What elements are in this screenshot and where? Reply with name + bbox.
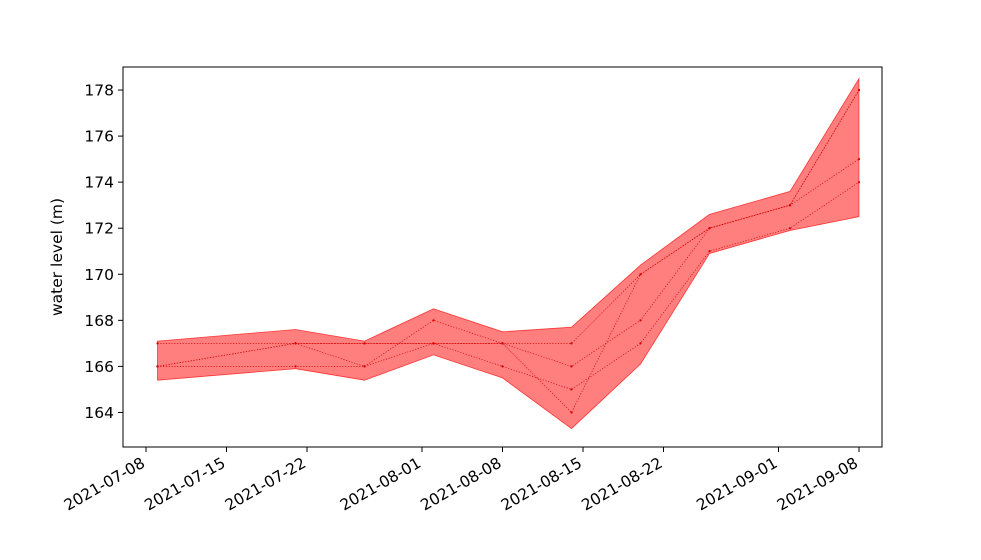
series-line-2 [157,158,860,367]
y-tick-label: 170 [84,266,114,284]
series-point [639,319,642,322]
plot-layer [156,77,861,430]
y-tick-label: 166 [84,358,114,376]
series-point [570,365,573,368]
series-point [857,158,861,161]
series-point [788,227,792,230]
series-point [639,342,642,345]
series-point [294,365,297,368]
series-point [156,342,159,345]
series-point [788,204,792,207]
y-tick-label: 176 [84,128,114,146]
series-point [570,342,573,345]
y-tick-label: 164 [84,404,114,422]
series-line-4 [157,89,860,414]
series-point [570,388,573,391]
y-axis-label: water level (m) [48,198,66,316]
y-tick-label: 174 [84,174,114,192]
series-point [708,250,711,253]
y-tick-label: 172 [84,220,114,238]
series-point [570,411,573,414]
series-point [857,88,861,92]
series-point [501,342,504,345]
series-point [432,319,435,322]
series-point [501,365,504,368]
range-band [157,77,860,430]
series-point [363,342,366,345]
series-point [639,273,642,276]
series-point [363,365,366,368]
series-point [294,342,297,345]
series-point [156,365,159,368]
y-tick-label: 178 [84,82,114,100]
series-point [432,342,435,345]
series-point [857,181,861,184]
series-point [708,227,711,230]
y-tick-label: 168 [84,312,114,330]
